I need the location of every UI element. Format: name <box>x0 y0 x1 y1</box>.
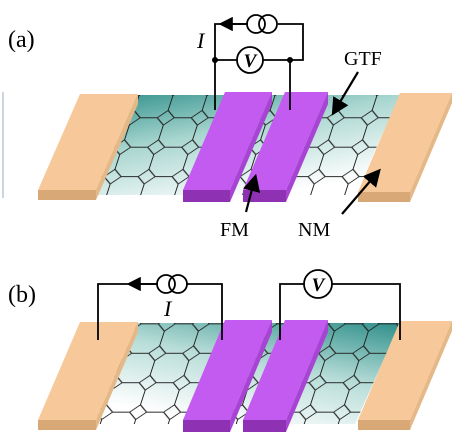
panel-label: (b) <box>8 282 36 308</box>
current-label: I <box>196 28 206 53</box>
fm-electrode-1 <box>183 320 272 432</box>
voltmeter-symbol: V <box>312 275 326 296</box>
panel-label: (a) <box>8 27 35 53</box>
panel-b: V (b) I <box>8 269 452 432</box>
arrow-icon <box>243 71 381 215</box>
circuit-a <box>214 16 304 110</box>
nm-electrode-right <box>358 321 452 430</box>
junction-dot <box>212 57 218 63</box>
current-source-icon <box>246 14 278 34</box>
circuit-b <box>97 276 401 340</box>
current-source-icon <box>156 274 188 294</box>
nm-electrode-right <box>358 93 452 202</box>
nm-electrode-left <box>38 322 138 430</box>
gtf-label: GTF <box>344 48 382 70</box>
junction-dot <box>287 57 293 63</box>
fm-electrode-1 <box>183 92 272 202</box>
fm-electrode-2 <box>243 320 328 432</box>
current-label: I <box>163 296 173 321</box>
voltmeter-icon: V <box>303 269 333 299</box>
fm-electrode-2 <box>243 92 328 202</box>
fm-label: FM <box>220 219 249 241</box>
voltmeter-icon: V <box>236 46 264 74</box>
panel-a: V (a) I GTF FM NM <box>2 14 452 241</box>
nm-label: NM <box>298 219 330 241</box>
voltmeter-symbol: V <box>244 51 258 72</box>
nm-electrode-left <box>38 94 138 200</box>
